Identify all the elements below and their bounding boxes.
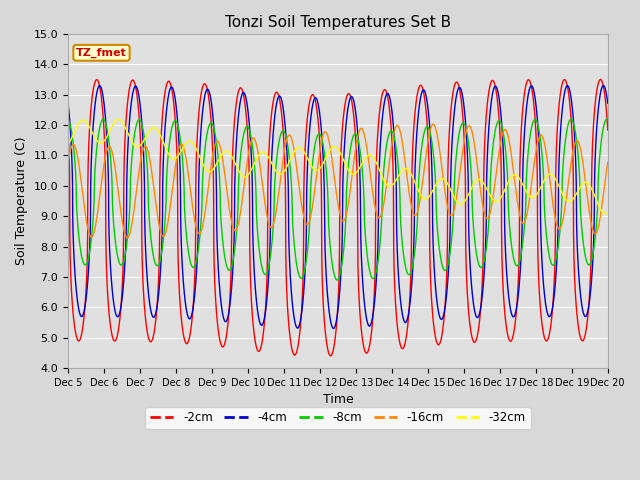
-2cm [294,341,302,347]
-4cm [271,111,279,117]
-32cm [158,135,166,141]
Title: Tonzi Soil Temperatures Set B: Tonzi Soil Temperatures Set B [225,15,451,30]
-32cm [64,142,72,147]
Line: -16cm: -16cm [68,124,608,238]
-16cm [126,231,134,237]
-8cm [125,209,133,215]
-16cm [295,180,303,185]
Y-axis label: Soil Temperature (C): Soil Temperature (C) [15,137,28,265]
-32cm [602,211,609,216]
-8cm [535,129,543,134]
-8cm [158,250,166,255]
-32cm [271,167,279,173]
-4cm [64,100,72,106]
-16cm [158,232,166,238]
-16cm [594,227,602,233]
Text: TZ_fmet: TZ_fmet [76,48,127,58]
-8cm [64,117,72,122]
-4cm [593,117,601,123]
-2cm [158,125,166,131]
-16cm [271,214,279,220]
-4cm [600,83,607,88]
-32cm [126,134,134,140]
Line: -8cm: -8cm [68,119,608,280]
-16cm [604,159,612,165]
-16cm [429,121,437,127]
-2cm [64,127,72,133]
-4cm [535,145,543,151]
-4cm [330,325,337,331]
-2cm [125,85,133,91]
-2cm [596,77,604,83]
-8cm [294,270,302,276]
Line: -4cm: -4cm [68,85,608,328]
-32cm [295,144,303,150]
-4cm [125,117,133,123]
-2cm [327,353,335,359]
-16cm [64,159,72,165]
-4cm [294,324,302,330]
-8cm [603,116,611,122]
-8cm [593,209,601,215]
-32cm [593,200,601,205]
Legend: -2cm, -4cm, -8cm, -16cm, -32cm: -2cm, -4cm, -8cm, -16cm, -32cm [145,407,531,429]
Line: -2cm: -2cm [68,80,608,356]
-2cm [271,91,279,97]
-32cm [115,117,122,122]
-4cm [604,100,612,106]
-8cm [271,177,279,182]
-2cm [535,287,543,293]
-4cm [158,247,166,252]
-2cm [604,127,612,133]
-8cm [604,117,612,122]
-2cm [593,85,601,91]
-8cm [333,277,341,283]
-32cm [535,188,543,193]
-16cm [536,134,543,140]
Line: -32cm: -32cm [68,120,608,214]
X-axis label: Time: Time [323,394,353,407]
-16cm [124,235,131,240]
-32cm [604,210,612,216]
